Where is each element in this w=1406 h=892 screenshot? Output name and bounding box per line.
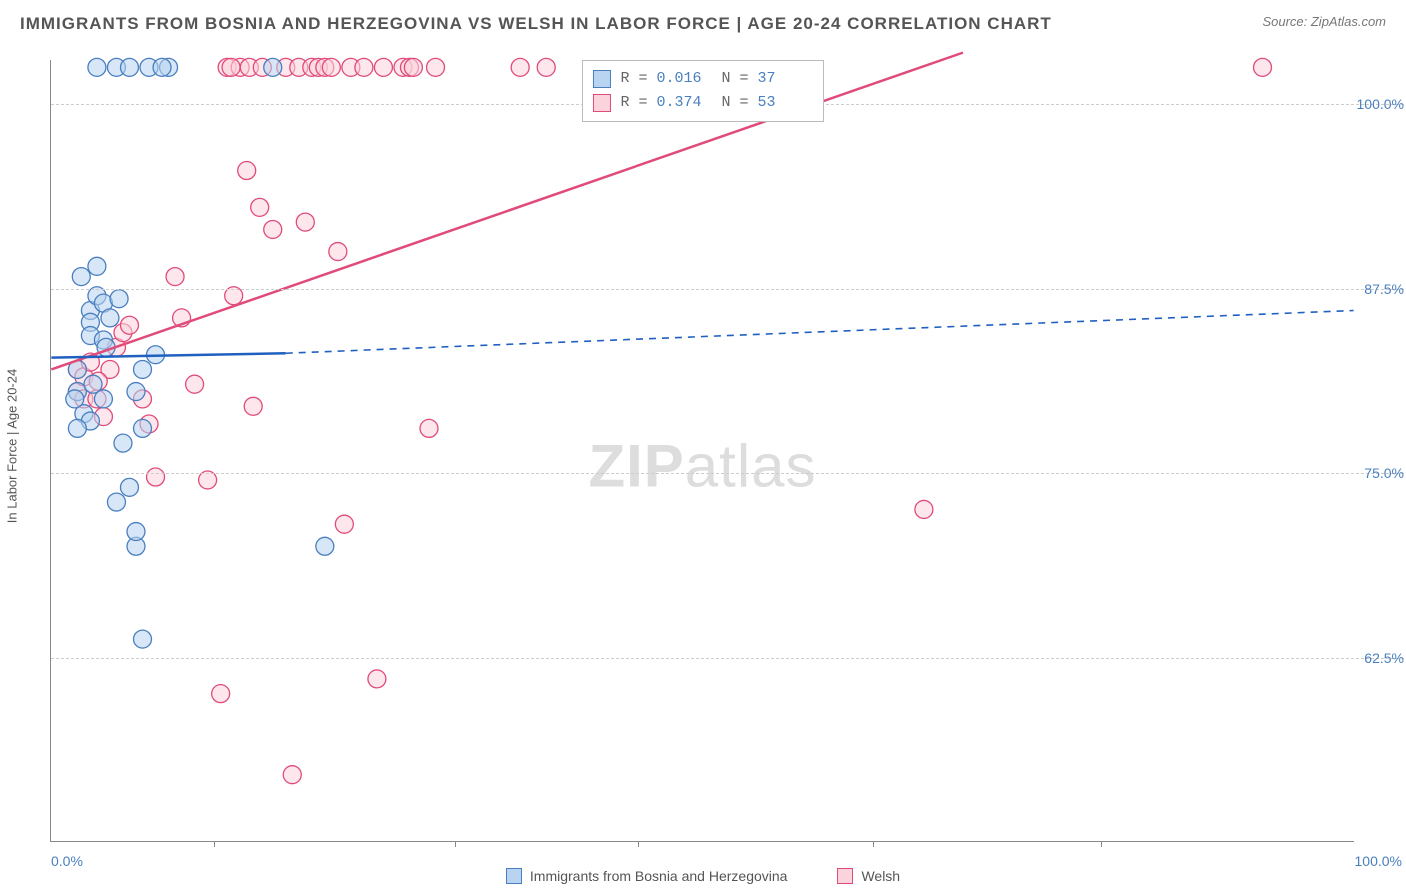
x-axis-end-label: 100.0% xyxy=(1355,853,1402,869)
data-point xyxy=(88,58,106,76)
data-point xyxy=(72,268,90,286)
x-tick xyxy=(638,841,639,847)
data-point xyxy=(107,493,125,511)
data-point xyxy=(355,58,373,76)
swatch-series-a-bottom xyxy=(506,868,522,884)
y-axis-label: In Labor Force | Age 20-24 xyxy=(5,369,20,523)
y-gridline xyxy=(51,289,1404,290)
legend-label-series-a: Immigrants from Bosnia and Herzegovina xyxy=(530,868,788,884)
data-point xyxy=(251,198,269,216)
data-point xyxy=(134,360,152,378)
legend-item-series-b: Welsh xyxy=(837,868,900,884)
data-point xyxy=(153,58,171,76)
y-gridline xyxy=(51,473,1404,474)
data-point xyxy=(329,243,347,261)
data-point xyxy=(110,290,128,308)
data-point xyxy=(537,58,555,76)
data-point xyxy=(222,58,240,76)
data-point xyxy=(147,468,165,486)
data-point xyxy=(915,500,933,518)
y-gridline xyxy=(51,658,1404,659)
data-point xyxy=(88,257,106,275)
y-gridline-label: 87.5% xyxy=(1364,281,1404,297)
data-point xyxy=(84,375,102,393)
x-tick xyxy=(1101,841,1102,847)
chart-source: Source: ZipAtlas.com xyxy=(1262,14,1386,29)
x-tick xyxy=(455,841,456,847)
x-tick xyxy=(214,841,215,847)
data-point xyxy=(368,670,386,688)
data-point xyxy=(127,523,145,541)
data-point xyxy=(264,58,282,76)
swatch-series-a xyxy=(592,70,610,88)
data-point xyxy=(316,537,334,555)
legend-bottom: Immigrants from Bosnia and Herzegovina W… xyxy=(0,868,1406,884)
data-point xyxy=(166,268,184,286)
data-point xyxy=(511,58,529,76)
chart-title: IMMIGRANTS FROM BOSNIA AND HERZEGOVINA V… xyxy=(20,14,1052,34)
data-point xyxy=(244,397,262,415)
data-point xyxy=(68,419,86,437)
y-gridline-label: 75.0% xyxy=(1364,465,1404,481)
y-gridline-label: 100.0% xyxy=(1357,96,1404,112)
data-point xyxy=(238,162,256,180)
data-point xyxy=(264,220,282,238)
data-point xyxy=(101,309,119,327)
data-point xyxy=(296,213,314,231)
correlation-chart: IMMIGRANTS FROM BOSNIA AND HERZEGOVINA V… xyxy=(0,0,1406,892)
swatch-series-b xyxy=(592,94,610,112)
legend-label-series-b: Welsh xyxy=(861,868,900,884)
data-point xyxy=(186,375,204,393)
data-point xyxy=(66,390,84,408)
legend-row-series-b: R = 0.374 N = 53 xyxy=(592,91,812,115)
data-point xyxy=(335,515,353,533)
data-point xyxy=(120,316,138,334)
plot-area: ZIPatlas R = 0.016 N = 37 R = 0.374 N = … xyxy=(50,60,1354,842)
legend-item-series-a: Immigrants from Bosnia and Herzegovina xyxy=(506,868,788,884)
data-point xyxy=(134,419,152,437)
data-point xyxy=(427,58,445,76)
correlation-legend-box: R = 0.016 N = 37 R = 0.374 N = 53 xyxy=(581,60,823,122)
data-point xyxy=(212,685,230,703)
data-point xyxy=(134,630,152,648)
plot-svg xyxy=(51,60,1354,841)
data-point xyxy=(283,766,301,784)
data-point xyxy=(1254,58,1272,76)
data-point xyxy=(420,419,438,437)
chart-header: IMMIGRANTS FROM BOSNIA AND HERZEGOVINA V… xyxy=(0,0,1406,44)
regression-line-b xyxy=(51,53,963,370)
swatch-series-b-bottom xyxy=(837,868,853,884)
data-point xyxy=(114,434,132,452)
y-gridline-label: 62.5% xyxy=(1364,650,1404,666)
data-point xyxy=(404,58,422,76)
data-point xyxy=(374,58,392,76)
data-point xyxy=(120,478,138,496)
x-axis-start-label: 0.0% xyxy=(51,853,83,869)
data-point xyxy=(120,58,138,76)
data-point xyxy=(127,383,145,401)
regression-line-a-extrapolated xyxy=(286,311,1354,354)
data-point xyxy=(322,58,340,76)
x-tick xyxy=(873,841,874,847)
legend-row-series-a: R = 0.016 N = 37 xyxy=(592,67,812,91)
